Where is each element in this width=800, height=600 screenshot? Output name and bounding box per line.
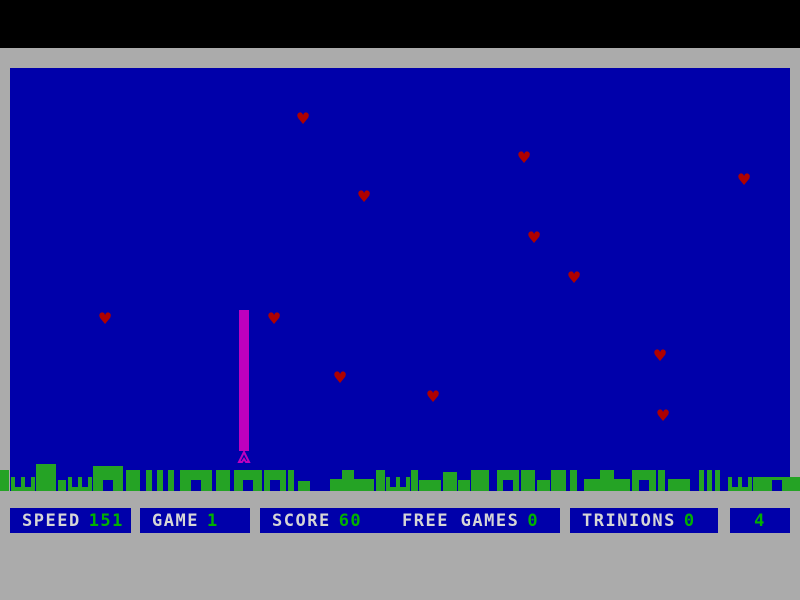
heart-sprite: ♥ <box>266 309 282 328</box>
terrain-block <box>443 472 457 491</box>
terrain-battlement-notch <box>732 477 738 487</box>
terrain-arch-notch <box>639 480 649 491</box>
terrain-block <box>264 470 286 491</box>
status-value-free-games: 0 <box>527 510 540 531</box>
terrain-block <box>584 479 600 491</box>
terrain-block <box>537 480 550 491</box>
terrain-block <box>699 470 704 491</box>
terrain-block <box>411 470 418 491</box>
terrain-block <box>126 470 140 491</box>
terrain-block <box>600 470 614 491</box>
heart-sprite: ♥ <box>736 170 752 189</box>
terrain-block <box>298 481 310 491</box>
terrain-block <box>471 470 489 491</box>
terrain-arch-notch <box>270 480 280 491</box>
status-value-speed: 151 <box>88 510 124 531</box>
status-box-speed: SPEED 151 <box>10 508 131 533</box>
terrain-block <box>728 477 752 491</box>
terrain-block <box>419 480 441 491</box>
terrain-block <box>354 479 374 491</box>
heart-sprite: ♥ <box>655 406 671 425</box>
heart-sprite: ♥ <box>516 148 532 167</box>
terrain-block <box>157 470 163 491</box>
terrain-block <box>497 470 519 491</box>
terrain-arch-notch <box>243 480 253 491</box>
terrain-block <box>36 464 56 491</box>
terrain-block <box>668 479 690 491</box>
terrain-arch-notch <box>772 480 782 491</box>
status-label-speed: SPEED <box>22 510 81 531</box>
heart-sprite: ♥ <box>425 387 441 406</box>
terrain-block <box>58 480 66 491</box>
terrain-block <box>753 477 800 491</box>
terrain-block <box>458 480 470 491</box>
status-box-trinions: TRINIONS 0 <box>570 508 718 533</box>
terrain-block <box>570 470 577 491</box>
status-value-game: 1 <box>206 510 219 531</box>
terrain-battlement-notch <box>82 477 88 487</box>
heart-sprite: ♥ <box>566 268 582 287</box>
terrain-arch-notch <box>191 480 201 491</box>
terrain-block <box>330 479 342 491</box>
player-bar <box>239 310 249 451</box>
terrain-block <box>11 477 35 491</box>
terrain-block <box>234 470 262 491</box>
heart-sprite: ♥ <box>652 346 668 365</box>
terrain-block <box>68 477 92 491</box>
playfield[interactable] <box>10 68 790 491</box>
status-label-free-games: FREE GAMES <box>402 510 520 531</box>
heart-sprite: ♥ <box>526 228 542 247</box>
terrain-block <box>288 470 294 491</box>
terrain-block <box>614 479 630 491</box>
terrain-block <box>632 470 656 491</box>
status-box-score: SCORE 60 <box>260 508 393 533</box>
terrain-block <box>376 470 385 491</box>
status-label-game: GAME <box>152 510 199 531</box>
terrain-battlement-notch <box>15 477 21 487</box>
status-box-free-games: FREE GAMES 0 <box>390 508 560 533</box>
status-box-counter: 4 <box>730 508 790 533</box>
terrain-block <box>715 470 720 491</box>
status-value-trinions: 0 <box>683 510 696 531</box>
terrain-block <box>386 477 410 491</box>
terrain-block <box>146 470 152 491</box>
terrain-block <box>707 470 712 491</box>
terrain-block <box>658 470 665 491</box>
heart-sprite: ♥ <box>97 309 113 328</box>
player-ship-icon <box>237 451 251 463</box>
terrain-battlement-notch <box>742 477 748 487</box>
terrain-battlement-notch <box>72 477 78 487</box>
terrain-block <box>180 470 212 491</box>
terrain-block <box>342 470 354 491</box>
terrain-block <box>551 470 566 491</box>
terrain-block <box>521 470 535 491</box>
heart-sprite: ♥ <box>295 109 311 128</box>
terrain-block <box>0 470 9 491</box>
terrain-battlement-notch <box>390 477 396 487</box>
terrain-block <box>216 470 230 491</box>
terrain-battlement-notch <box>400 477 406 487</box>
status-box-game: GAME 1 <box>140 508 250 533</box>
terrain-battlement-notch <box>25 477 31 487</box>
terrain-arch-notch <box>503 480 513 491</box>
status-label-trinions: TRINIONS <box>582 510 676 531</box>
status-value-score: 60 <box>338 510 363 531</box>
terrain-block <box>168 470 174 491</box>
status-label-score: SCORE <box>272 510 331 531</box>
heart-sprite: ♥ <box>332 368 348 387</box>
terrain-arch-notch <box>103 480 113 491</box>
heart-sprite: ♥ <box>356 187 372 206</box>
top-black-band <box>0 0 800 48</box>
terrain-block <box>93 466 123 491</box>
status-value-counter: 4 <box>754 510 766 531</box>
